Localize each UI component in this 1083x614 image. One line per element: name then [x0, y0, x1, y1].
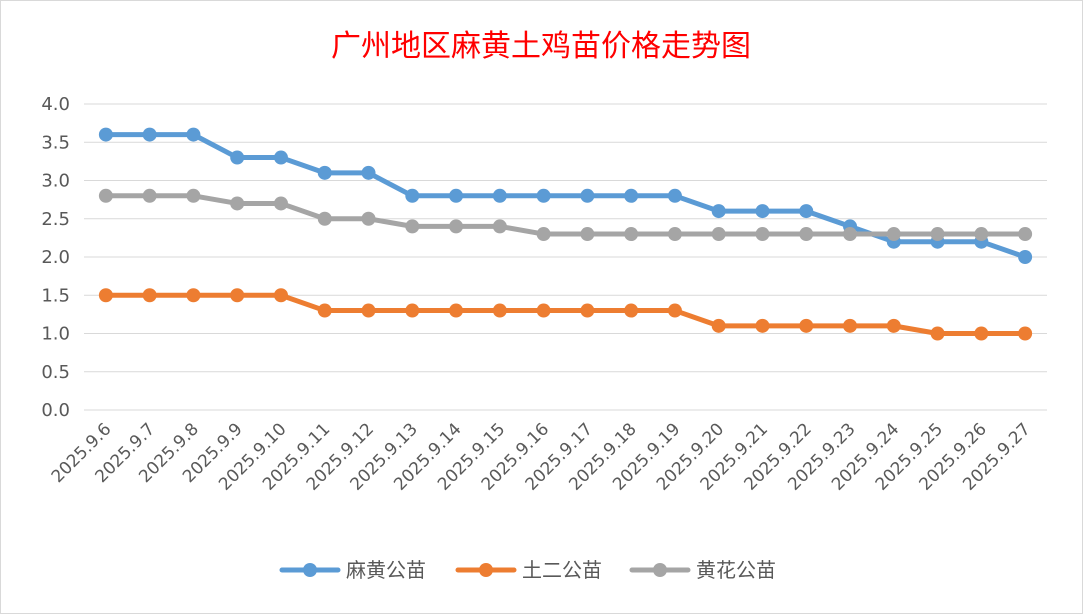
data-point: [449, 188, 464, 203]
data-point: [974, 326, 989, 341]
data-point: [361, 303, 376, 318]
data-point: [405, 303, 420, 318]
y-tick-label: 4.0: [41, 94, 70, 115]
y-axis: 0.0 0.5 1.0 1.5 2.0 2.5 3.0 3.5 4.0: [41, 94, 70, 421]
data-point: [361, 211, 376, 226]
y-tick-label: 3.0: [41, 171, 70, 192]
data-point: [799, 227, 814, 242]
y-tick-label: 3.5: [41, 132, 70, 153]
data-point: [98, 188, 113, 203]
series-3: [98, 188, 1033, 242]
series-line: [103, 193, 1028, 237]
data-point: [667, 227, 682, 242]
data-point: [273, 196, 288, 211]
data-point: [624, 303, 639, 318]
data-point: [536, 227, 551, 242]
data-point: [449, 303, 464, 318]
data-point: [449, 219, 464, 234]
data-point: [230, 150, 245, 165]
data-point: [273, 288, 288, 303]
legend-label: 黄花公苗: [696, 558, 776, 582]
data-point: [667, 188, 682, 203]
legend-swatch-marker: [303, 563, 317, 577]
data-point: [711, 227, 726, 242]
chart-title: 广州地区麻黄土鸡苗价格走势图: [331, 29, 751, 64]
legend-label: 麻黄公苗: [346, 558, 426, 582]
gridlines: [84, 103, 1047, 411]
data-point: [492, 303, 507, 318]
data-point: [799, 204, 814, 219]
data-point: [142, 127, 157, 142]
data-point: [1018, 250, 1033, 264]
legend-label: 土二公苗: [522, 558, 602, 582]
legend-swatch-marker: [479, 563, 493, 577]
data-point: [755, 204, 770, 219]
y-tick-label: 0.5: [41, 362, 70, 383]
data-point: [711, 204, 726, 219]
data-point: [492, 188, 507, 203]
data-point: [230, 288, 245, 303]
data-point: [799, 318, 814, 333]
data-point: [186, 288, 201, 303]
data-point: [580, 188, 595, 203]
y-tick-label: 2.5: [41, 209, 70, 230]
data-point: [667, 303, 682, 318]
data-point: [186, 127, 201, 142]
data-point: [273, 150, 288, 165]
data-point: [536, 188, 551, 203]
data-point: [492, 219, 507, 234]
data-point: [580, 303, 595, 318]
legend: 麻黄公苗 土二公苗 黄花公苗: [279, 558, 776, 582]
legend-item: 土二公苗: [455, 558, 602, 582]
data-point: [755, 318, 770, 333]
data-point: [98, 127, 113, 142]
data-point: [580, 227, 595, 242]
data-point: [317, 211, 332, 226]
legend-swatch-marker: [653, 563, 667, 577]
legend-item: 麻黄公苗: [279, 558, 426, 582]
data-point: [230, 196, 245, 211]
data-point: [974, 227, 989, 242]
data-point: [405, 188, 420, 203]
data-point: [142, 188, 157, 203]
data-point: [843, 227, 858, 242]
series-line: [103, 292, 1028, 336]
data-point: [1018, 227, 1033, 242]
data-point: [361, 165, 376, 180]
data-point: [624, 188, 639, 203]
data-point: [886, 318, 901, 333]
data-point: [405, 219, 420, 234]
data-point: [624, 227, 639, 242]
data-point: [886, 227, 901, 242]
y-tick-label: 1.5: [41, 285, 70, 306]
data-point: [142, 288, 157, 303]
series-layer: [98, 127, 1033, 341]
data-point: [711, 318, 726, 333]
data-point: [843, 318, 858, 333]
data-point: [755, 227, 770, 242]
x-axis: 2025.9.62025.9.72025.9.82025.9.92025.9.1…: [48, 419, 1035, 494]
data-point: [317, 303, 332, 318]
legend-item: 黄花公苗: [629, 558, 776, 582]
y-tick-label: 2.0: [41, 247, 70, 268]
series-1: [98, 127, 1033, 264]
y-tick-label: 0.0: [41, 400, 70, 421]
y-tick-label: 1.0: [41, 324, 70, 345]
series-2: [98, 288, 1033, 341]
data-point: [317, 165, 332, 180]
data-point: [536, 303, 551, 318]
data-point: [98, 288, 113, 303]
data-point: [186, 188, 201, 203]
data-point: [930, 227, 945, 242]
data-point: [930, 326, 945, 341]
data-point: [1018, 326, 1033, 341]
series-line: [103, 132, 1028, 260]
